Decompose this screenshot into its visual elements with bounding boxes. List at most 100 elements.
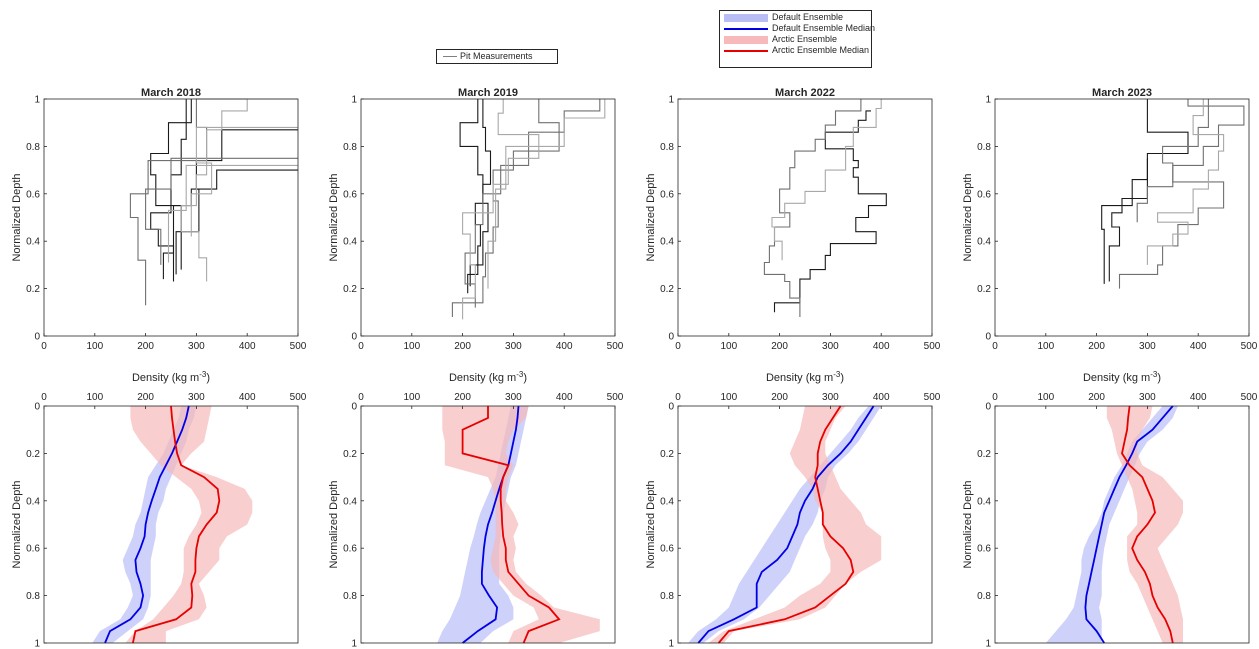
x-tick-label: 300: [188, 392, 205, 403]
x-axis-label: Density (kg m-3): [132, 370, 210, 384]
x-tick-label: 400: [556, 392, 573, 403]
x-tick-label: 500: [1241, 392, 1258, 403]
pit-legend: Pit Measurements: [436, 49, 558, 64]
x-axis-label: Density (kg m-3): [1083, 370, 1161, 384]
y-tick-label: 0.2: [977, 449, 991, 460]
y-tick-label: 0.8: [343, 142, 357, 153]
y-tick-label: 0.4: [660, 237, 674, 248]
axes-box: [994, 98, 1250, 337]
y-axis-label: Normalized Depth: [962, 173, 974, 261]
default-median-legend-label: Default Ensemble Median: [772, 23, 876, 33]
y-tick-label: 0: [351, 402, 357, 413]
pit-profile-line-8: [167, 164, 298, 263]
y-tick-label: 0.6: [977, 544, 991, 555]
y-tick-label: 0.2: [343, 449, 357, 460]
y-tick-label: 0.4: [977, 237, 991, 248]
x-tick-label: 400: [239, 392, 256, 403]
x-tick-label: 400: [873, 341, 890, 352]
ensemble-legend: Default Ensemble Default Ensemble Median…: [719, 10, 875, 68]
y-tick-label: 0.2: [26, 449, 40, 460]
x-tick-label: 200: [454, 392, 471, 403]
chart-panel-8: 0 100 200 300 400 500 0 0.2 0.4 0.6 0.8 1 Normalized…: [962, 392, 1258, 649]
x-tick-label: 0: [41, 392, 47, 403]
y-tick-label: 0.6: [343, 189, 357, 200]
pit-legend-label: Pit Measurements: [460, 51, 533, 61]
x-tick-label: 500: [290, 341, 307, 352]
legend-row-arctic-median: Arctic Ensemble Median: [720, 45, 871, 56]
y-tick-label: 1: [985, 95, 991, 106]
pit-profile-line-3: [771, 99, 882, 261]
x-tick-label: 200: [771, 392, 788, 403]
y-axis-label: Normalized Depth: [11, 480, 23, 568]
y-tick-label: 0.8: [977, 591, 991, 602]
y-axis-label: Normalized Depth: [11, 173, 23, 261]
plot-area: [44, 99, 298, 336]
pit-profile-line-7: [180, 98, 298, 282]
pit-profile-line-5: [1146, 99, 1225, 265]
arctic-ensemble-median-line: [1121, 405, 1174, 644]
arctic-ensemble-median-line: [717, 405, 855, 644]
x-tick-label: 0: [358, 392, 364, 403]
legend-row-default-median: Default Ensemble Median: [720, 23, 875, 34]
y-tick-label: 0.4: [343, 496, 357, 507]
y-tick-label: 0.8: [26, 142, 40, 153]
chart-title: March 2018: [141, 87, 201, 99]
x-tick-label: 500: [924, 341, 941, 352]
x-tick-label: 100: [1037, 392, 1054, 403]
x-tick-label: 0: [358, 341, 364, 352]
pit-profile-line-9: [190, 126, 298, 237]
pit-profile-line-4: [1136, 99, 1245, 223]
y-tick-label: 0.6: [660, 189, 674, 200]
x-tick-label: 300: [822, 392, 839, 403]
x-axis-label: Density (kg m-3): [449, 370, 527, 384]
y-tick-label: 0.2: [660, 284, 674, 295]
x-tick-label: 400: [873, 392, 890, 403]
axes-box: [360, 405, 616, 644]
x-tick-label: 200: [454, 341, 471, 352]
x-tick-label: 300: [188, 341, 205, 352]
default-ensemble-band: [1045, 406, 1178, 643]
y-tick-label: 0.6: [977, 189, 991, 200]
y-tick-label: 0: [34, 402, 40, 413]
pit-profile-line-1: [459, 99, 484, 294]
y-tick-label: 0.4: [26, 237, 40, 248]
axes-box: [43, 405, 299, 644]
arctic-ensemble-legend-label: Arctic Ensemble: [772, 34, 838, 44]
y-tick-label: 0.6: [343, 544, 357, 555]
chart-title: March 2019: [458, 87, 518, 99]
legend-row-arctic-ensemble: Arctic Ensemble: [720, 34, 871, 45]
pit-legend-row: Pit Measurements: [437, 51, 557, 62]
arctic-ensemble-band: [125, 406, 253, 643]
y-tick-label: 0.8: [977, 142, 991, 153]
arctic-ensemble-median-line: [461, 406, 561, 644]
chart-panel-6: 0 100 200 300 400 500 0 0.2 0.4 0.6 0.8 1 Normalized…: [328, 392, 624, 649]
x-tick-label: 400: [1190, 341, 1207, 352]
y-tick-label: 1: [668, 639, 674, 649]
y-tick-label: 0.8: [26, 591, 40, 602]
y-tick-label: 0: [668, 402, 674, 413]
x-tick-label: 100: [86, 392, 103, 403]
x-tick-label: 100: [720, 392, 737, 403]
x-tick-label: 0: [992, 392, 998, 403]
x-tick-label: 200: [1088, 341, 1105, 352]
y-tick-label: 0: [34, 332, 40, 343]
x-tick-label: 400: [1190, 392, 1207, 403]
x-tick-label: 300: [1139, 392, 1156, 403]
y-tick-label: 1: [34, 95, 40, 106]
arctic-ensemble-swatch: [724, 36, 768, 44]
chart-title: March 2022: [775, 87, 835, 99]
y-tick-label: 0: [985, 402, 991, 413]
x-tick-label: 500: [1241, 341, 1258, 352]
y-tick-label: 0.2: [977, 284, 991, 295]
x-tick-label: 100: [720, 341, 737, 352]
default-median-swatch: [724, 28, 768, 30]
chart-title: March 2023: [1092, 87, 1152, 99]
arctic-ensemble-median-line: [132, 405, 221, 644]
x-tick-label: 300: [505, 341, 522, 352]
chart-panel-1: 0 100 200 300 400 500 0 0.2 0.4 0.6 0.8 1 March 2018…: [11, 87, 307, 384]
y-tick-label: 0.2: [26, 284, 40, 295]
x-tick-label: 300: [505, 392, 522, 403]
axes-box: [360, 98, 616, 337]
y-tick-label: 0.6: [26, 189, 40, 200]
